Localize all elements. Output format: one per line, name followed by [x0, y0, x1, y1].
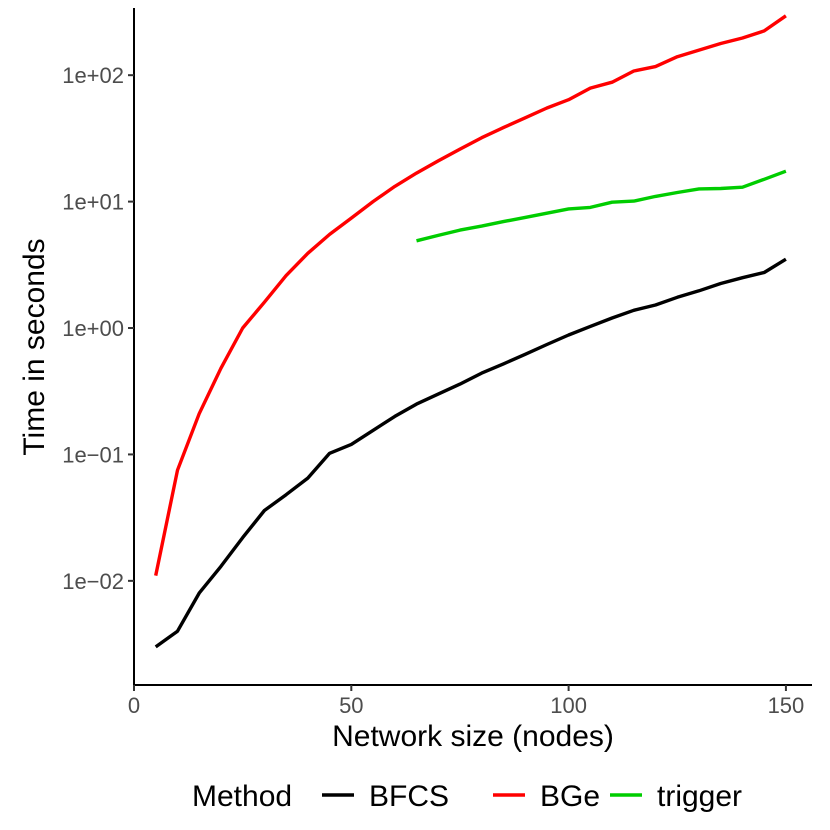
series-line-bge	[154, 14, 787, 576]
x-tick-label: 100	[550, 693, 587, 718]
x-axis-title: Network size (nodes)	[332, 720, 614, 753]
series-line-bfcs	[154, 257, 787, 649]
legend-label-bge: BGe	[540, 780, 600, 813]
y-ticks: 1e−02 1e−01 1e+00 1e+01 1e+02	[62, 63, 134, 594]
legend-label-bfcs: BFCS	[369, 780, 449, 813]
y-axis-title: Time in seconds	[18, 238, 51, 455]
y-tick-label: 1e+01	[62, 190, 124, 215]
y-tick-label: 1e+02	[62, 63, 124, 88]
y-tick-label: 1e−01	[62, 442, 124, 467]
x-tick-label: 50	[339, 693, 363, 718]
plot-lines	[154, 14, 787, 649]
x-tick-label: 150	[768, 693, 805, 718]
x-tick-label: 0	[128, 693, 140, 718]
legend-label-trigger: trigger	[657, 780, 742, 813]
legend: Method BFCS BGe trigger	[192, 780, 742, 813]
x-ticks: 0 50 100 150	[128, 685, 804, 718]
legend-title: Method	[192, 780, 292, 813]
series-line-trigger	[416, 169, 787, 243]
y-tick-label: 1e−02	[62, 569, 124, 594]
y-tick-label: 1e+00	[62, 316, 124, 341]
